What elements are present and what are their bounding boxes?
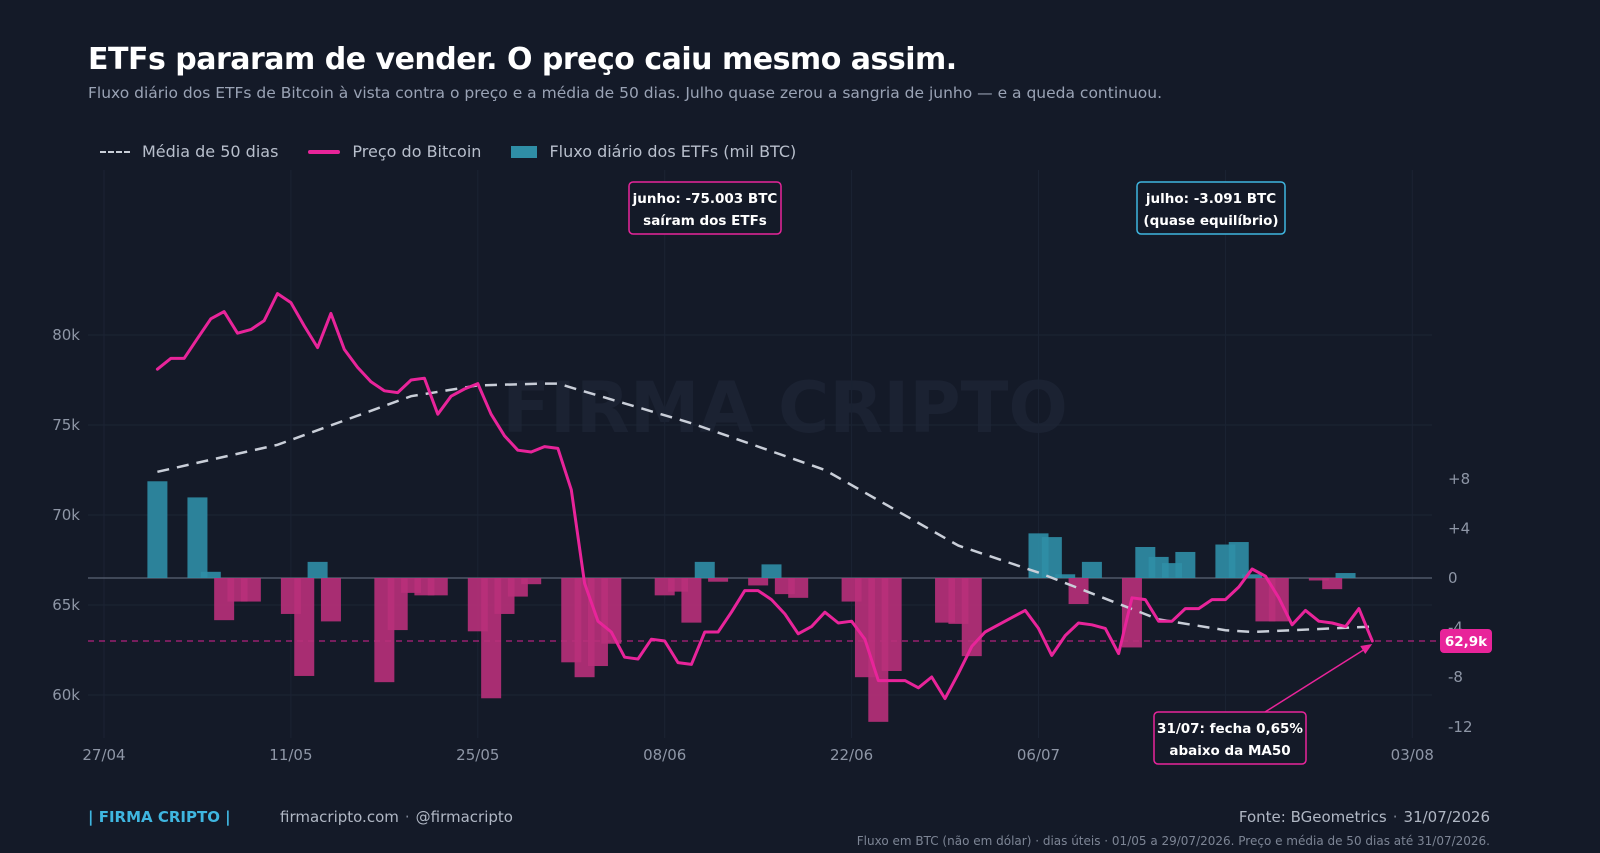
flow-bar (521, 578, 542, 585)
x-tick: 22/06 (830, 746, 873, 764)
legend-ma-label: Média de 50 dias (142, 142, 279, 161)
flow-bar (1228, 542, 1249, 578)
footer-note: Fluxo em BTC (não em dólar) · dias úteis… (856, 834, 1490, 848)
legend-price-label: Preço do Bitcoin (352, 142, 482, 161)
flow-bar (961, 578, 982, 657)
x-tick: 08/06 (643, 746, 686, 764)
flow-bar (240, 578, 261, 602)
ma50-line (157, 382, 1373, 634)
flow-bar (1308, 578, 1329, 581)
footer-site-link[interactable]: firmacripto.com (280, 808, 399, 826)
legend-item-flow: Fluxo diário dos ETFs (mil BTC) (511, 142, 796, 161)
flow-bar (694, 561, 715, 578)
flow-bar (788, 578, 809, 598)
flow-bar (307, 561, 328, 578)
flow-bar (320, 578, 341, 622)
legend-ma-swatch (100, 150, 130, 153)
annotation-close: 31/07: fecha 0,65% abaixo da MA50 (1153, 711, 1307, 765)
y-right-tick: -12 (1448, 718, 1473, 736)
flow-bar (1041, 537, 1062, 578)
flow-bar (1175, 551, 1196, 578)
flow-bar (1322, 578, 1343, 590)
y-left-tick: 75k (52, 416, 80, 434)
flow-bar (748, 578, 769, 586)
flow-bar (708, 578, 729, 582)
annotation-arrow-head (1360, 644, 1373, 654)
flow-bar (187, 497, 208, 578)
x-tick: 27/04 (82, 746, 125, 764)
footer-source-label: Fonte: BGeometrics (1238, 808, 1387, 826)
legend-item-price: Preço do Bitcoin (308, 142, 481, 161)
chart-subtitle: Fluxo diário dos ETFs de Bitcoin à vista… (88, 84, 1163, 102)
flow-bar (1335, 573, 1356, 578)
etf-flow-bars (147, 481, 1356, 722)
footer-date: 31/07/2026 (1403, 808, 1490, 826)
footer-site: firmacripto.com · @firmacripto (280, 808, 513, 826)
y-left-tick: 70k (52, 506, 80, 524)
price-line (155, 292, 1374, 701)
x-tick: 06/07 (1017, 746, 1060, 764)
y-right-tick: +4 (1448, 519, 1470, 537)
flow-bar (1242, 574, 1263, 578)
footer-source: Fonte: BGeometrics · 31/07/2026 (1238, 808, 1490, 826)
annotation-june-line: saíram dos ETFs (643, 213, 767, 229)
annotation-july: julho: -3.091 BTC (quase equilíbrio) (1136, 181, 1286, 235)
legend-flow-swatch (511, 145, 538, 158)
legend-flow-label: Fluxo diário dos ETFs (mil BTC) (549, 142, 797, 161)
legend-item-ma: Média de 50 dias (100, 142, 278, 161)
x-tick: 11/05 (269, 746, 312, 764)
annotation-close-line: 31/07: fecha 0,65% (1157, 721, 1303, 737)
footer-brand: | FIRMA CRIPTO | (88, 808, 231, 826)
footer-handle[interactable]: @firmacripto (415, 808, 513, 826)
y-right-tick: 0 (1448, 569, 1458, 587)
x-tick: 03/08 (1391, 746, 1434, 764)
annotation-july-line: (quase equilíbrio) (1143, 213, 1278, 229)
current-price-tag: 62,9k (1440, 629, 1492, 653)
annotations: junho: -75.003 BTC saíram dos ETFs julho: … (628, 181, 1373, 765)
annotation-arrow (1264, 646, 1369, 713)
flow-bar (681, 578, 702, 623)
y-left-tick: 60k (52, 686, 80, 704)
y-left-tick: 65k (52, 596, 80, 614)
legend-price-swatch (308, 149, 341, 154)
annotation-july-line: julho: -3.091 BTC (1145, 191, 1276, 207)
flow-bar (1055, 574, 1076, 578)
price-series (155, 292, 1374, 701)
flow-bar (1068, 578, 1089, 605)
flow-bar (200, 571, 221, 578)
watermark: FIRMA CRIPTO (502, 367, 1068, 449)
annotation-june-line: junho: -75.003 BTC (632, 191, 778, 207)
flow-bar (1081, 561, 1102, 578)
legend: Média de 50 dias Preço do Bitcoin Fluxo … (100, 142, 826, 161)
y-right-tick: -8 (1448, 668, 1463, 686)
flow-bar (761, 564, 782, 578)
flow-bar (1121, 578, 1142, 648)
flow-bar (147, 481, 168, 578)
annotation-june: junho: -75.003 BTC saíram dos ETFs (628, 181, 782, 235)
flow-bar (294, 578, 315, 676)
ma50-series (157, 382, 1373, 634)
y-left-tick: 80k (52, 326, 80, 344)
flow-bar (427, 578, 448, 596)
x-tick: 25/05 (456, 746, 499, 764)
chart-title: ETFs pararam de vender. O preço caiu mes… (88, 42, 957, 77)
y-right-tick: +8 (1448, 470, 1470, 488)
grid (88, 170, 1438, 738)
flow-bar (881, 578, 902, 671)
annotation-close-line: abaixo da MA50 (1169, 743, 1290, 759)
current-price-label: 62,9k (1445, 634, 1488, 650)
